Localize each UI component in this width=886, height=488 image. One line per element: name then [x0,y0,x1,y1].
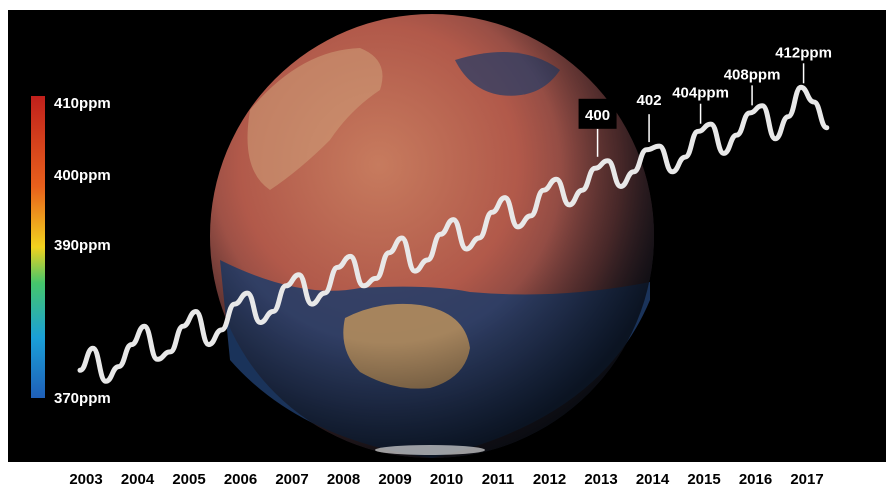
globe-image [210,14,654,458]
annotation-box [630,84,669,115]
annotation-box [578,98,617,129]
x-tick-label: 2008 [327,471,360,488]
x-tick-labels: 2003 2004 2005 2006 2007 2008 2009 2010 2011 2012… [69,471,823,488]
annotation-label: 404ppm [672,85,729,102]
color-scale-label: 370ppm [54,390,111,407]
annotation-label: 408ppm [724,66,781,83]
x-tick-label: 2017 [790,471,823,488]
x-tick-label: 2013 [584,471,617,488]
color-scale-label: 410ppm [54,95,111,112]
annotation-label: 402 [637,92,662,109]
color-scale-labels: 410ppm 400ppm 390ppm 370ppm [54,95,111,407]
x-tick-label: 2005 [172,471,205,488]
x-tick-label: 2006 [224,471,257,488]
x-tick-label: 2012 [533,471,566,488]
peak-annotations: 400 402 404ppm 408ppm 412ppm [578,44,832,157]
color-scale-bar [31,96,45,398]
x-tick-label: 2016 [739,471,772,488]
color-scale-label: 400ppm [54,167,111,184]
x-tick-label: 2010 [430,471,463,488]
color-scale-label: 390ppm [54,237,111,254]
x-tick-label: 2003 [69,471,102,488]
x-tick-label: 2004 [121,471,155,488]
co2-series [77,84,830,384]
x-tick-label: 2014 [636,471,670,488]
x-tick-label: 2015 [687,471,720,488]
x-tick-label: 2009 [378,471,411,488]
x-tick-label: 2007 [275,471,308,488]
annotation-label: 412ppm [775,44,832,61]
x-tick-label: 2011 [482,471,515,488]
annotation-label: 400 [585,107,610,124]
